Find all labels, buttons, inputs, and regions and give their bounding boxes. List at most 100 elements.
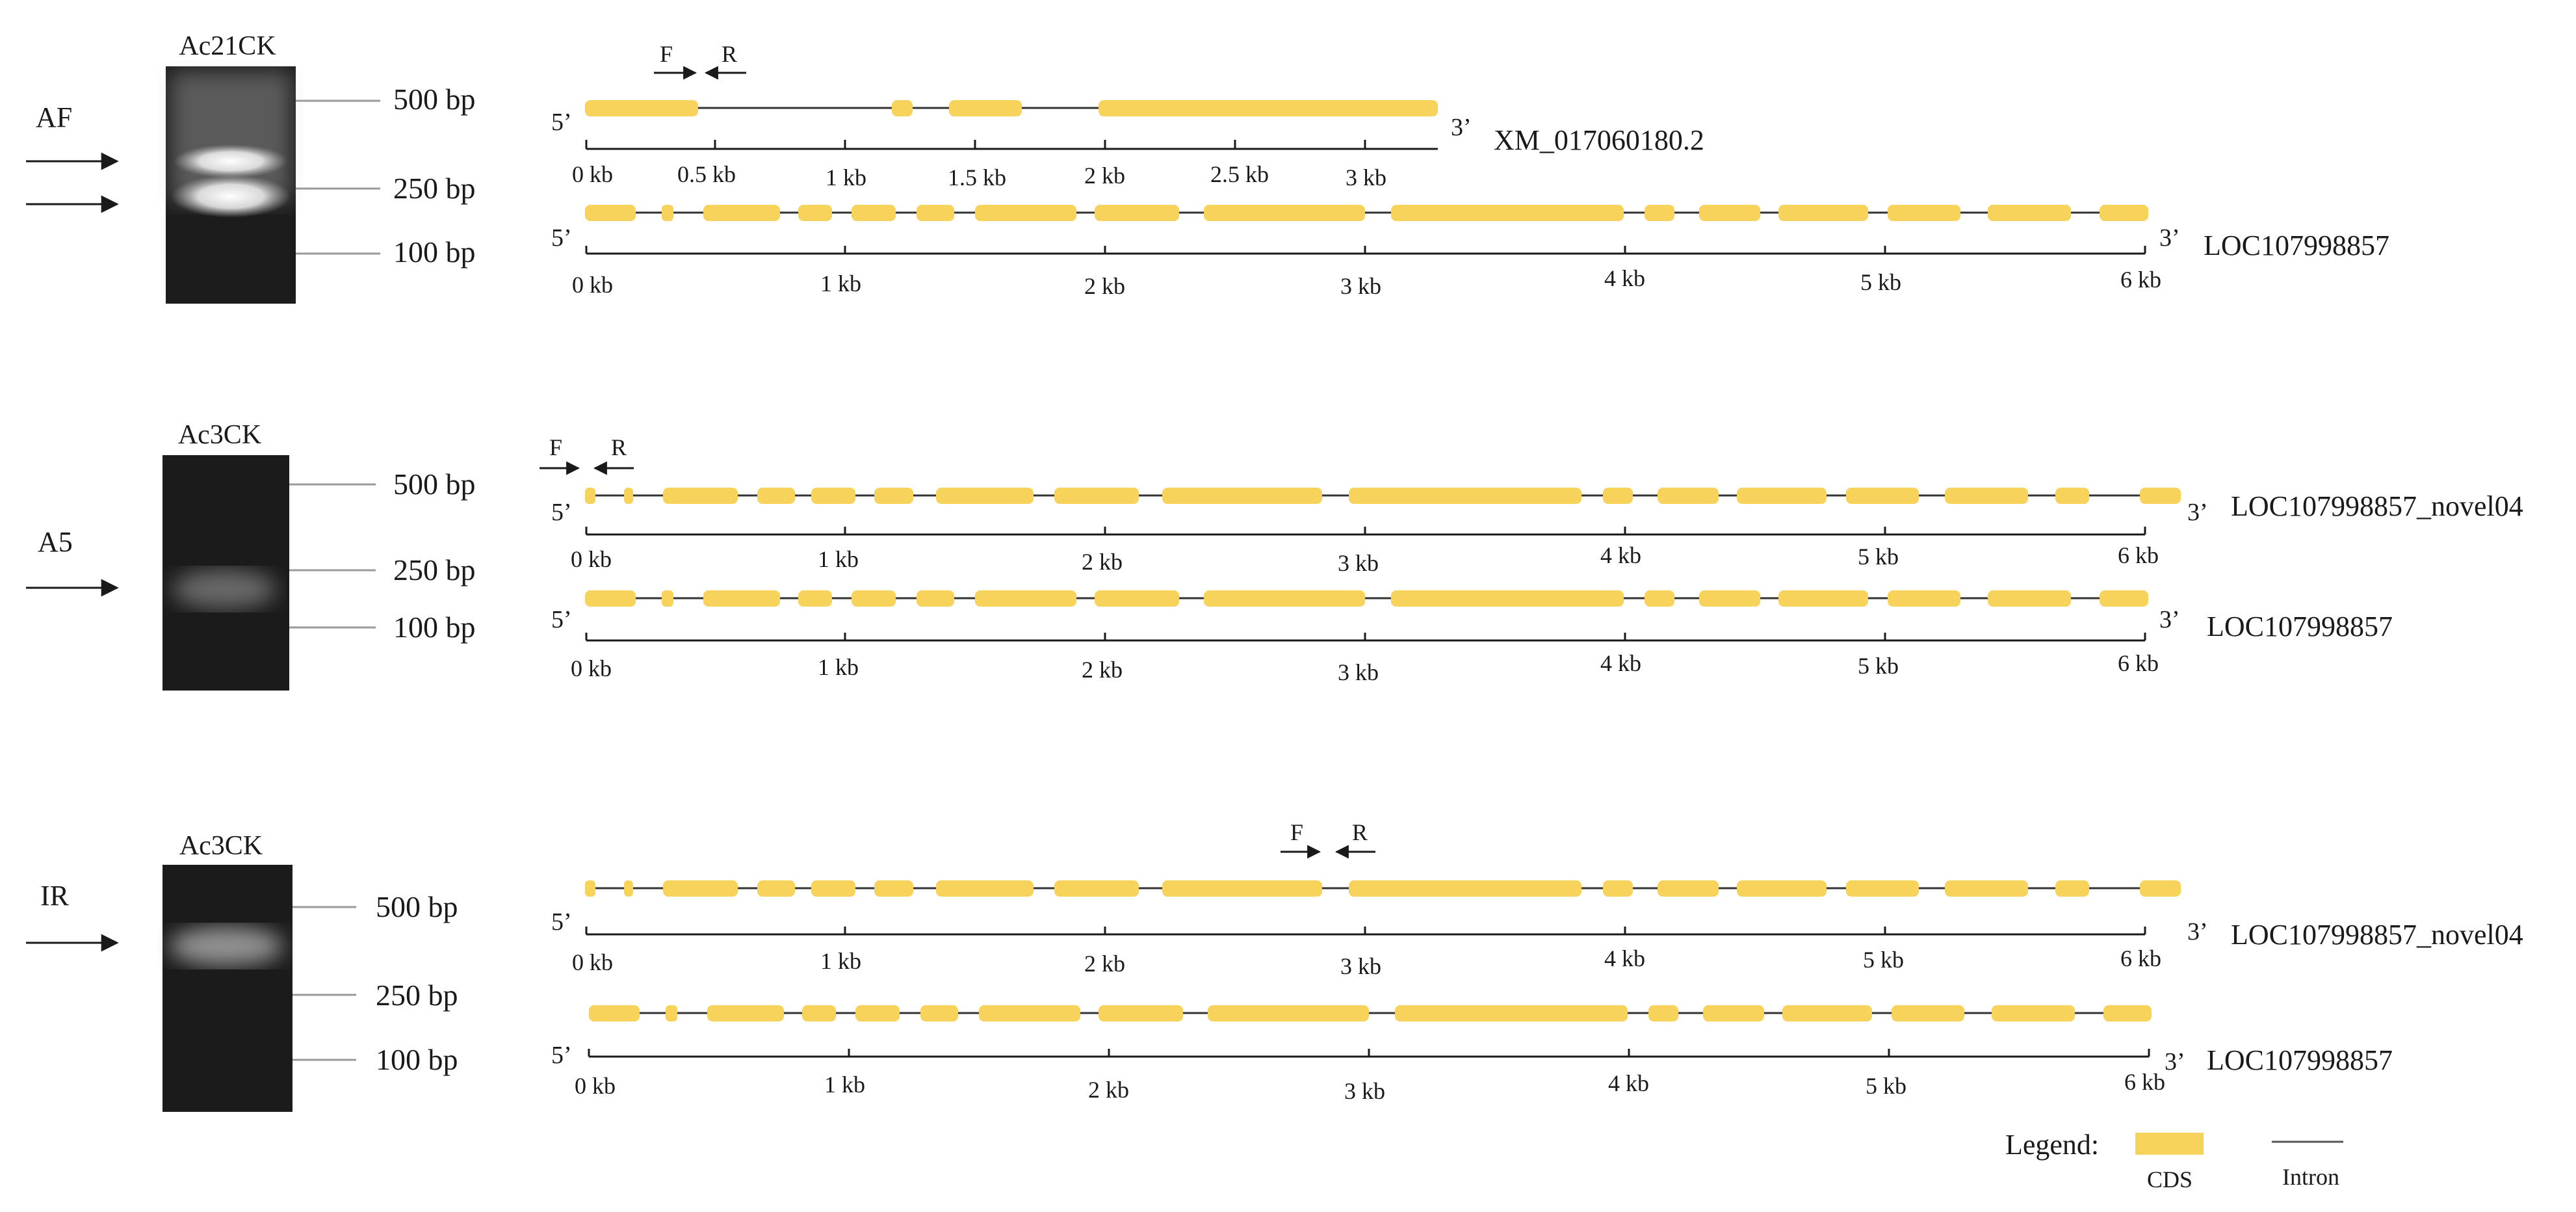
ladder-marks: 500 bp 250 bp 100 bp [296,83,476,269]
ladder-label-100: 100 bp [393,235,476,269]
cds-exon [663,488,738,504]
cds-exon [1992,1005,2075,1021]
cds-exon [1778,590,1868,607]
cds-exon [757,880,795,897]
cds-exon [707,1005,784,1021]
cds-exon [975,205,1076,221]
five-prime-label: 5’ [551,606,572,633]
scale-label: 1 kb [818,654,859,680]
gel-title: Ac3CK [178,420,261,450]
cds-exon [1645,205,1674,221]
scale-label: 2 kb [1084,951,1125,977]
scale-label: 1 kb [818,546,859,572]
primer-reverse-label: R [722,41,737,67]
three-prime-label: 3’ [2159,606,2180,633]
ladder-label-100: 100 bp [393,611,476,644]
ladder-marks: 500 bp 250 bp 100 bp [293,890,458,1076]
scale-label: 5 kb [1858,653,1899,679]
scale-label: 0.5 kb [677,161,736,187]
cds-exon [1645,590,1674,607]
cds-exon [936,880,1034,897]
scale-label: 3 kb [1338,550,1379,576]
legend-title: Legend: [2005,1129,2099,1161]
gene-track-loc107998857-novel04: 5’ 3’ LOC107998857_novel04 0 kb 1 kb 2 k… [551,488,2523,576]
gel-image [163,455,289,691]
cds-exon [589,1005,640,1021]
panel-a5: A5 Ac3CK 500 bp 250 bp 100 bp F R [26,420,2523,691]
primer-pair: F R [540,434,634,475]
scale-label: 3 kb [1340,953,1381,979]
cds-exon [936,488,1034,504]
cds-exon [1888,590,1960,607]
cds-exon [1391,590,1624,607]
five-prime-label: 5’ [551,499,572,526]
gene-track-xm-017060180: 5’ 3’ XM_017060180.2 0 kb 0.5 kb 1 kb 1.… [551,100,1704,191]
scale-ticks [585,246,2146,254]
transcript-label: LOC107998857 [2207,611,2393,642]
cds-exon [624,880,633,897]
cds-exon [975,590,1076,607]
scale-label: 4 kb [1604,945,1645,971]
gene-track-loc107998857: 5’ 3’ LOC107998857 0 kb 1 kb 2 kb 3 kb 4… [551,590,2393,685]
cds-exon [662,205,673,221]
scale-label: 3 kb [1344,1078,1385,1104]
cds-exon [1095,590,1179,607]
cds-exon [2140,488,2181,504]
five-prime-label: 5’ [551,109,572,136]
cds-exon [1778,205,1868,221]
cds-exon [2055,880,2089,897]
ladder-label-100: 100 bp [376,1043,458,1076]
scale-label: 1 kb [820,270,861,296]
cds-exon [663,880,738,897]
cds-exon [585,100,698,116]
scale-label: 1 kb [826,165,866,191]
cds-exon [624,488,633,504]
cds-exon [1603,488,1633,504]
cds-exon [1099,1005,1183,1021]
cds-exon [1095,205,1179,221]
cds-exon [1395,1005,1628,1021]
three-prime-label: 3’ [1451,114,1472,141]
ladder-label-250: 250 bp [376,979,458,1012]
cds-exon [798,590,832,607]
cds-exon [2140,880,2181,897]
scale-label: 1 kb [820,948,861,974]
gel-image [166,66,296,304]
scale-ticks [585,527,2146,534]
cds-exon [802,1005,836,1021]
transcript-label: LOC107998857_novel04 [2231,919,2523,951]
scale-label: 5 kb [1860,269,1901,295]
cds-exon [852,205,896,221]
legend-cds-label: CDS [2147,1166,2192,1192]
scale-label: 6 kb [2124,1069,2165,1095]
cds-exon [666,1005,677,1021]
cds-exon [917,205,954,221]
cds-exon [1648,1005,1678,1021]
cds-exon [852,590,896,607]
three-prime-label: 3’ [2187,918,2208,945]
cds-exon [585,488,595,504]
scale-label: 5 kb [1866,1073,1906,1099]
cds-exon [1099,100,1438,116]
gene-track-loc107998857-novel04: 5’ 3’ LOC107998857_novel04 0 kb 1 kb 2 k… [551,880,2523,979]
transcript-label: LOC107998857_novel04 [2231,490,2523,522]
cds-exon [798,205,832,221]
scale-label: 2 kb [1084,163,1125,189]
gel-band-upper [169,927,283,966]
cds-exon [1846,488,1919,504]
ladder-label-500: 500 bp [393,83,476,116]
cds-exon [1737,488,1827,504]
cds-exon [1699,590,1760,607]
legend-intron-label: Intron [2282,1164,2339,1190]
cds-exon [585,205,636,221]
panel-ir: IR Ac3CK 500 bp 250 bp 100 bp F R [26,819,2523,1112]
three-prime-label: 3’ [2159,224,2180,252]
scale-label: 0 kb [571,655,612,681]
cds-exon [855,1005,900,1021]
scale-label: 0 kb [575,1073,616,1099]
gene-track-loc107998857: 5’ 3’ LOC107998857 0 kb 1 kb 2 kb 3 kb 4… [551,205,2389,299]
scale-label: 3 kb [1340,273,1381,299]
cds-exon [1658,880,1719,897]
gel-title: Ac3CK [179,831,263,861]
cds-exon [1846,880,1919,897]
